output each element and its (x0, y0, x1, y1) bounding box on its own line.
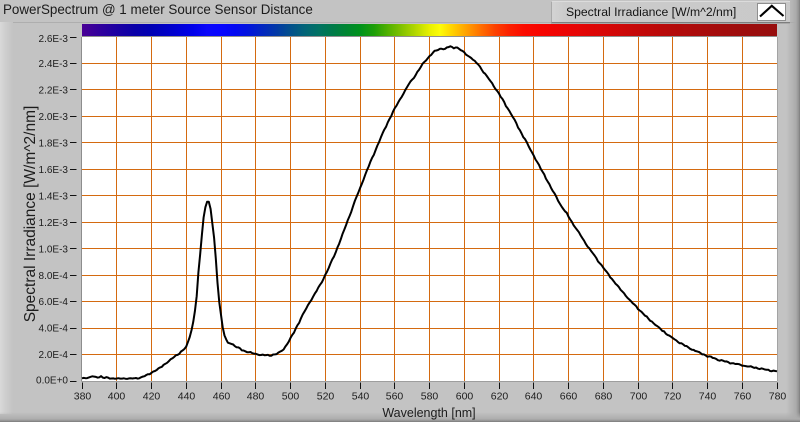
svg-text:620: 620 (491, 391, 509, 403)
svg-text:780: 780 (769, 391, 787, 403)
svg-text:0.0E+0: 0.0E+0 (36, 375, 68, 386)
svg-text:1.0E-3: 1.0E-3 (39, 244, 69, 255)
svg-text:500: 500 (282, 391, 300, 403)
svg-text:2.0E-3: 2.0E-3 (39, 112, 69, 123)
svg-text:2.6E-3: 2.6E-3 (39, 34, 69, 45)
svg-text:640: 640 (525, 391, 543, 403)
svg-text:720: 720 (664, 391, 682, 403)
svg-text:2.0E-4: 2.0E-4 (39, 350, 69, 361)
svg-text:700: 700 (630, 391, 648, 403)
svg-text:760: 760 (734, 391, 752, 403)
svg-text:1.2E-3: 1.2E-3 (39, 218, 69, 229)
svg-text:520: 520 (317, 391, 335, 403)
svg-text:2.2E-3: 2.2E-3 (39, 86, 69, 97)
svg-text:580: 580 (421, 391, 439, 403)
svg-text:1.4E-3: 1.4E-3 (39, 191, 69, 202)
svg-text:380: 380 (74, 391, 92, 403)
svg-text:400: 400 (108, 391, 126, 403)
svg-text:600: 600 (456, 391, 474, 403)
svg-text:740: 740 (699, 391, 717, 403)
svg-text:1.6E-3: 1.6E-3 (39, 165, 69, 176)
svg-text:6.0E-4: 6.0E-4 (39, 297, 69, 308)
svg-text:2.4E-3: 2.4E-3 (39, 59, 69, 70)
svg-text:Spectral Irradiance [W/m^2/nm]: Spectral Irradiance [W/m^2/nm] (22, 106, 39, 323)
svg-text:420: 420 (143, 391, 161, 403)
svg-text:560: 560 (386, 391, 404, 403)
svg-text:680: 680 (595, 391, 613, 403)
svg-text:Wavelength [nm]: Wavelength [nm] (382, 406, 475, 420)
svg-text:4.0E-4: 4.0E-4 (39, 324, 69, 335)
svg-text:480: 480 (247, 391, 265, 403)
svg-text:540: 540 (352, 391, 370, 403)
svg-text:8.0E-4: 8.0E-4 (39, 271, 69, 282)
svg-text:660: 660 (560, 391, 578, 403)
svg-text:440: 440 (178, 391, 196, 403)
svg-text:1.8E-3: 1.8E-3 (39, 138, 69, 149)
svg-text:460: 460 (213, 391, 231, 403)
